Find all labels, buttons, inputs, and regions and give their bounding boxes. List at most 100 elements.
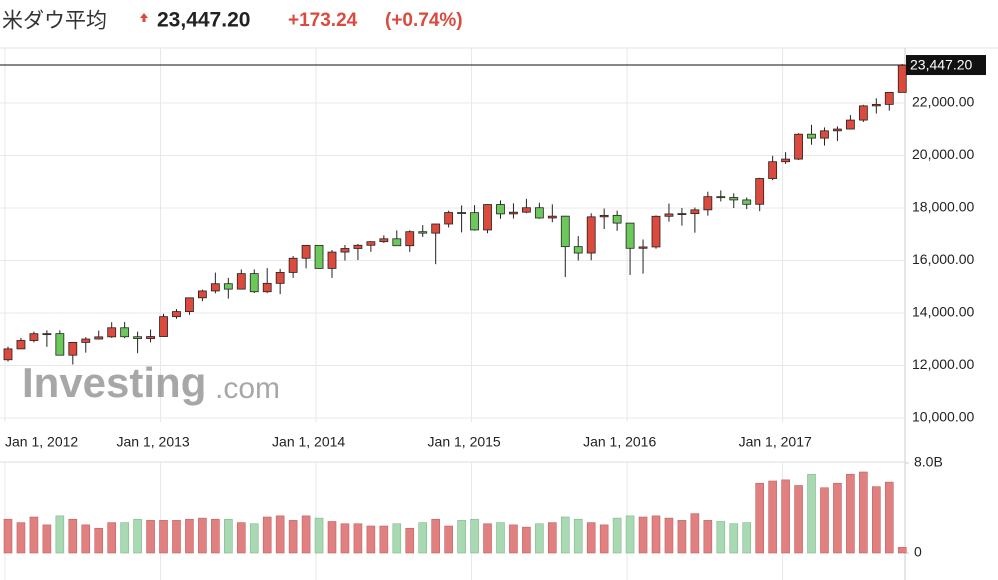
candle-body (534, 207, 544, 219)
candle-body (133, 336, 143, 339)
volume-bar (884, 481, 894, 554)
candle-body (781, 158, 790, 163)
y-tick-label: 20,000.00 (912, 146, 974, 162)
volume-bar (198, 517, 207, 554)
candle-body (457, 212, 467, 214)
volume-bar (768, 480, 777, 554)
volume-bar (3, 518, 13, 554)
volume-bar (807, 473, 816, 554)
volume-bar (638, 516, 648, 554)
candle-body (418, 231, 428, 234)
candle-body (366, 241, 376, 246)
volume-bar (29, 516, 39, 554)
volume-bar (755, 482, 764, 554)
volume-bar (288, 520, 298, 554)
candle-body (690, 209, 700, 215)
volume-bar (55, 515, 65, 554)
y-tick-label: 14,000.00 (912, 304, 974, 320)
candle-body (716, 196, 726, 199)
candle-body (470, 212, 479, 231)
candle-body (94, 336, 104, 340)
candle-body (794, 133, 803, 160)
volume-bar (249, 523, 259, 554)
candle-body (483, 204, 492, 231)
candle-body (807, 133, 816, 139)
x-tick-label: Jan 1, 2014 (272, 434, 345, 450)
volume-bar (651, 515, 661, 554)
candle-body (846, 119, 855, 130)
volume-bar (159, 520, 168, 554)
volume-bar (353, 523, 363, 554)
y-tick-label: 16,000.00 (912, 251, 974, 267)
volume-bar (185, 518, 194, 554)
candle-body (897, 64, 907, 93)
candle-body (833, 128, 842, 132)
candle-body (288, 257, 298, 273)
candle-body (379, 238, 389, 243)
volume-bar (522, 526, 531, 554)
candle-body (340, 248, 350, 253)
volume-bar (742, 522, 752, 554)
instrument-title: 米ダウ平均 (2, 10, 107, 33)
volume-bar (81, 524, 91, 554)
x-tick-label: Jan 1, 2012 (5, 434, 78, 450)
last-price-box (906, 55, 986, 76)
candle-body (703, 196, 713, 211)
watermark: Investing (22, 359, 206, 406)
y-tick-label: 22,000.00 (912, 94, 974, 110)
volume-bar (275, 515, 285, 554)
candle-body (236, 273, 246, 290)
volume-bar (16, 522, 26, 554)
volume-bar (42, 524, 52, 554)
volume-bar (535, 523, 544, 554)
volume-bar (262, 516, 272, 554)
change-percent: (+0.74%) (385, 10, 463, 31)
candle-body (159, 316, 168, 337)
candle-body (405, 231, 415, 247)
volume-tick-label: 8.0B (914, 454, 943, 470)
volume-bar (392, 523, 402, 554)
volume-bar (172, 520, 181, 554)
candle-body (68, 342, 78, 356)
candle-body (392, 238, 402, 247)
change: +173.24 (288, 10, 358, 31)
candle-body (599, 214, 609, 218)
candle-body (742, 199, 752, 205)
volume-bar (586, 522, 596, 554)
candle-body (3, 348, 13, 361)
volume-bar (340, 523, 350, 554)
volume-bar (833, 482, 842, 554)
volume-bar (820, 487, 829, 554)
volume-tick-label: 0 (914, 544, 922, 560)
candle-body (509, 211, 518, 215)
x-tick-label: Jan 1, 2015 (428, 434, 501, 450)
candle-body (120, 327, 130, 338)
candle-body (42, 333, 52, 336)
candle-body (444, 212, 454, 225)
volume-bar (236, 522, 246, 554)
candle-body (729, 197, 739, 201)
candle-body (664, 213, 674, 217)
volume-bar (366, 525, 376, 554)
candle-body (651, 215, 661, 248)
volume-bar (120, 522, 129, 554)
candle-body (29, 333, 39, 341)
volume-bar (418, 522, 428, 554)
volume-bar (457, 520, 466, 554)
candle-body (871, 103, 881, 107)
volume-bar (68, 518, 78, 554)
volume-bar (781, 479, 790, 554)
volume-bar (107, 522, 116, 554)
candle-body (547, 215, 557, 219)
volume-bar (560, 516, 570, 554)
volume-bar (314, 517, 324, 554)
candle-body (431, 223, 441, 234)
candle-body (768, 161, 778, 179)
candle-body (820, 130, 829, 139)
y-tick-label: 18,000.00 (912, 199, 974, 215)
candle-body (275, 272, 285, 284)
candle-body (262, 282, 272, 293)
candle-body (16, 340, 26, 350)
volume-bar (573, 518, 583, 554)
